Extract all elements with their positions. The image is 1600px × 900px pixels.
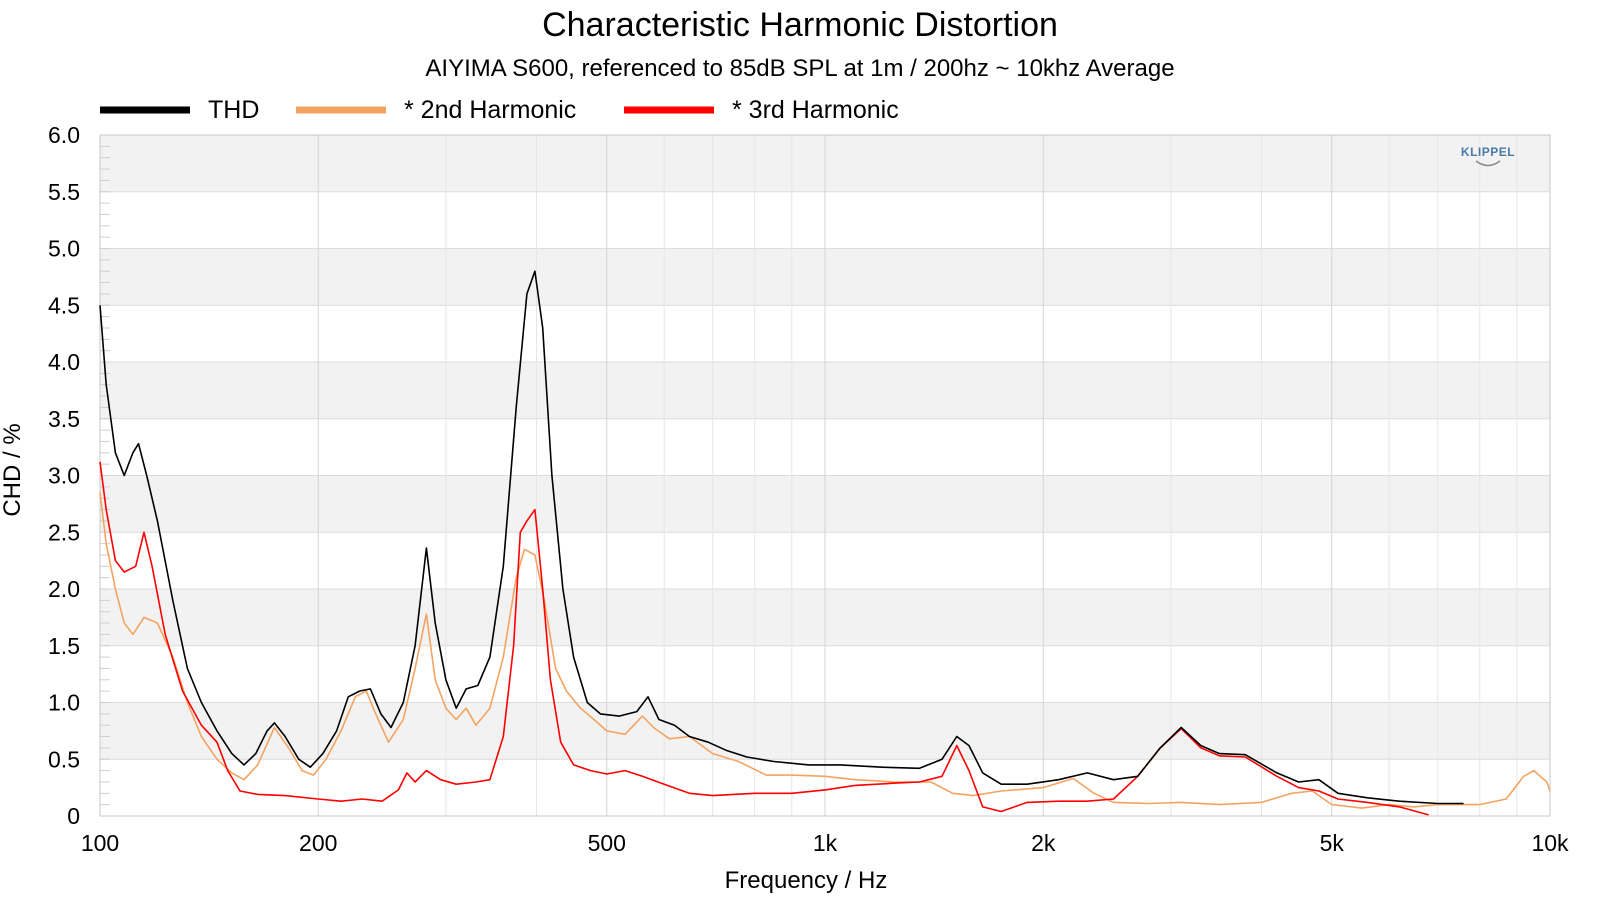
series-line-0: [99, 270, 1464, 805]
legend: THD * 2nd Harmonic * 3rd Harmonic: [100, 96, 899, 124]
chart-subtitle: AIYIMA S600, referenced to 85dB SPL at 1…: [425, 55, 1174, 82]
series-lines: [99, 270, 1551, 816]
x-tick-label: 2k: [1031, 830, 1056, 856]
x-tick-label: 1k: [813, 830, 838, 856]
y-tick-label: 0.5: [48, 746, 80, 772]
legend-label: * 3rd Harmonic: [732, 96, 899, 124]
y-tick-label: 0: [67, 803, 80, 829]
legend-label: * 2nd Harmonic: [404, 96, 576, 124]
x-tick-label: 200: [299, 830, 337, 856]
y-tick-label: 5.0: [48, 236, 80, 262]
klippel-logo: KLIPPEL: [1461, 145, 1515, 167]
y-tick-label: 1.0: [48, 690, 80, 716]
y-tick-label: 4.5: [48, 292, 80, 318]
y-tick-labels: 0 0.5 1.0 1.5 2.0 2.5 3.0 3.5 4.0 4.5 5.0 5.5 6.0: [48, 122, 80, 829]
y-tick-label: 1.5: [48, 633, 80, 659]
y-tick-label: 3.0: [48, 463, 80, 489]
y-tick-label: 5.5: [48, 179, 80, 205]
x-tick-label: 5k: [1320, 830, 1345, 856]
klippel-watermark: KLIPPEL: [1461, 145, 1515, 159]
chart-title: Characteristic Harmonic Distortion: [542, 6, 1058, 44]
y-tick-label: 4.0: [48, 349, 80, 375]
y-tick-label: 2.5: [48, 519, 80, 545]
klippel-swoosh-icon: [1475, 160, 1501, 167]
x-tick-label: 100: [81, 830, 119, 856]
y-axis-label: CHD / %: [0, 423, 26, 516]
x-tick-label: 500: [588, 830, 626, 856]
y-tick-label: 3.5: [48, 406, 80, 432]
x-tick-labels: 100 200 500 1k 2k 5k 10k: [81, 830, 1569, 856]
legend-label: THD: [208, 96, 259, 124]
series-line-1: [99, 492, 1551, 809]
y-tick-label: 2.0: [48, 576, 80, 602]
y-tick-label: 6.0: [48, 122, 80, 148]
x-axis-label: Frequency / Hz: [725, 867, 888, 894]
plot-border: [99, 134, 1551, 817]
x-tick-label: 10k: [1531, 830, 1569, 856]
